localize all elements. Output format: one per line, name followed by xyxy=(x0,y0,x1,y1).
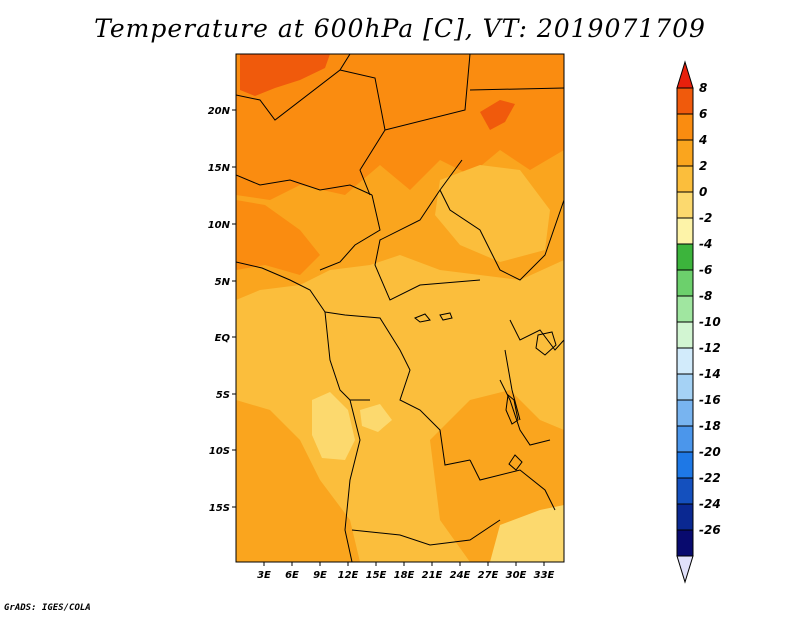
lon-label: 6E xyxy=(285,570,299,581)
colorbar-label: -8 xyxy=(699,289,712,303)
lat-label: 20N xyxy=(208,106,231,117)
colorbar-swatch xyxy=(676,295,694,323)
field-minus2-to-0-northeast xyxy=(435,165,550,262)
colorbar-swatch xyxy=(676,165,694,193)
boundary-line xyxy=(344,399,361,562)
boundary-line xyxy=(351,519,501,546)
colorbar-label: 4 xyxy=(698,133,707,147)
lat-label: 10S xyxy=(209,446,230,457)
field-2-to-4-southwest xyxy=(236,400,360,562)
lake-outline xyxy=(439,312,453,321)
lon-label: 3E xyxy=(257,570,271,581)
field-minus2-to-0-central xyxy=(330,290,470,380)
lon-label: 24E xyxy=(450,570,471,581)
colorbar-label: -26 xyxy=(699,523,721,537)
boundary-line xyxy=(374,189,481,301)
boundary-line xyxy=(236,54,351,121)
colorbar-label: -14 xyxy=(699,367,721,381)
field-4-to-6-north xyxy=(236,54,564,200)
colorbar-arrow-top xyxy=(676,60,694,89)
field-6-to-8-northeast xyxy=(480,100,515,130)
colorbar-label: 8 xyxy=(699,81,707,95)
lon-label: 15E xyxy=(366,570,387,581)
boundary-line xyxy=(504,349,521,421)
latitude-axis: 20N 15N 10N 5N EQ 5S 10S 15S xyxy=(208,106,236,514)
map-frame xyxy=(235,53,565,563)
boundary-line xyxy=(509,319,564,351)
boundary-line xyxy=(499,379,551,446)
field-minus4-to-minus2-west xyxy=(360,404,392,432)
colorbar-swatch xyxy=(676,425,694,453)
lake-outline xyxy=(508,454,523,471)
lon-label: 27E xyxy=(478,570,499,581)
colorbar-swatch xyxy=(676,529,694,557)
colorbar: 8 6 4 2 0 -2 -4 -6 -8 -10 -12 -14 -16 -18 -20 -22 -24 -26 xyxy=(676,60,721,584)
field-minus4-to-minus2-southeast xyxy=(490,505,564,562)
colorbar-swatch xyxy=(676,217,694,245)
map-title: Temperature at 600hPa [C], VT: 201907170… xyxy=(94,14,706,43)
field-minus4-to-minus2-southwest xyxy=(312,392,355,460)
colorbar-arrow-bottom xyxy=(676,555,694,584)
lake-outline xyxy=(414,313,431,323)
colorbar-swatch xyxy=(676,191,694,219)
country-boundaries xyxy=(236,54,564,562)
colorbar-label: -2 xyxy=(699,211,712,225)
boundary-line xyxy=(469,87,564,91)
colorbar-swatch xyxy=(676,321,694,349)
boundary-line xyxy=(319,194,381,271)
lon-label: 12E xyxy=(338,570,359,581)
lon-label: 9E xyxy=(313,570,327,581)
lake-outline xyxy=(505,394,519,425)
colorbar-label: 6 xyxy=(699,107,707,121)
boundary-line xyxy=(439,159,564,281)
lat-label: 15N xyxy=(208,163,231,174)
lon-label: 33E xyxy=(534,570,555,581)
grads-credit: GrADS: IGES/COLA xyxy=(4,603,91,613)
colorbar-swatch xyxy=(676,139,694,167)
colorbar-label: -22 xyxy=(699,471,721,485)
colorbar-swatch xyxy=(676,373,694,401)
colorbar-label: -6 xyxy=(699,263,712,277)
colorbar-label: -24 xyxy=(699,497,721,511)
field-6-to-8-northwest xyxy=(240,54,330,96)
colorbar-label: 2 xyxy=(699,159,707,173)
boundary-line xyxy=(324,311,370,401)
lon-label: 30E xyxy=(506,570,527,581)
lon-label: 18E xyxy=(394,570,415,581)
boundary-line xyxy=(469,459,556,511)
colorbar-label: -4 xyxy=(699,237,712,251)
colorbar-swatch xyxy=(676,451,694,479)
lake-outline xyxy=(535,331,557,356)
temperature-field xyxy=(236,54,564,562)
colorbar-label: -20 xyxy=(699,445,721,459)
colorbar-label: -10 xyxy=(699,315,721,329)
colorbar-swatch xyxy=(676,243,694,271)
lat-label: 5N xyxy=(215,277,231,288)
boundary-line xyxy=(324,311,471,466)
colorbar-swatch xyxy=(676,477,694,505)
field-4-to-6-west xyxy=(236,200,320,275)
colorbar-swatch xyxy=(676,399,694,427)
colorbar-label: -18 xyxy=(699,419,721,433)
colorbar-swatch xyxy=(676,503,694,531)
lat-label: 5S xyxy=(216,390,230,401)
colorbar-swatch xyxy=(676,113,694,141)
colorbar-swatch xyxy=(676,87,694,115)
lon-label: 21E xyxy=(422,570,443,581)
boundary-line xyxy=(384,54,471,131)
lat-label: 15S xyxy=(209,503,230,514)
lat-label: 10N xyxy=(208,220,231,231)
boundary-line xyxy=(236,261,326,313)
boundary-line xyxy=(236,174,373,196)
longitude-axis: 3E 6E 9E 12E 15E 18E 21E 24E 27E 30E 33E xyxy=(257,562,555,581)
colorbar-swatch xyxy=(676,269,694,297)
lat-label: EQ xyxy=(215,333,231,344)
colorbar-label: -16 xyxy=(699,393,721,407)
colorbar-label: 0 xyxy=(699,185,707,199)
colorbar-label: -12 xyxy=(699,341,721,355)
colorbar-swatch xyxy=(676,347,694,375)
